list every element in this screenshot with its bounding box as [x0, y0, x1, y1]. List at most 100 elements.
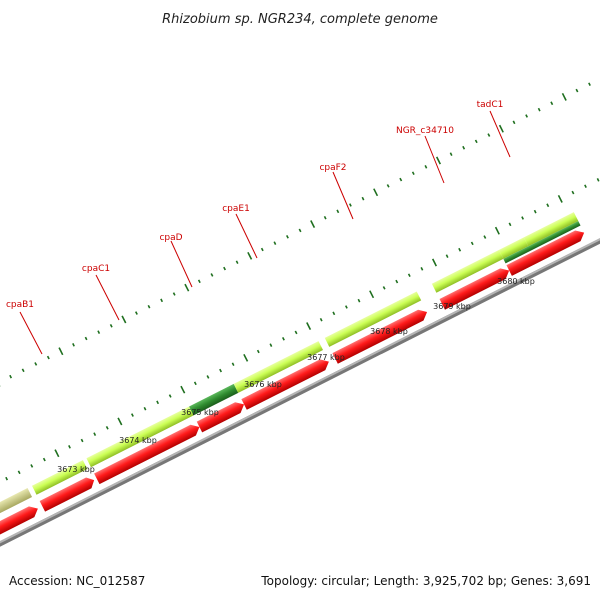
minor-tick: [219, 368, 223, 373]
scale-tick-label: 3677 kbp: [307, 353, 345, 362]
minor-tick: [17, 470, 21, 475]
gene-arrow[interactable]: [241, 356, 331, 410]
gene-arrow[interactable]: [439, 265, 512, 310]
minor-tick: [143, 406, 147, 411]
gene-label[interactable]: cpaC1: [82, 264, 110, 274]
minor-tick: [193, 381, 197, 386]
minor-tick: [168, 394, 172, 398]
minor-tick: [382, 286, 386, 290]
gene-label[interactable]: cpaF2: [319, 163, 346, 173]
outer-tick-row: [0, 82, 591, 387]
cds-feature[interactable]: [31, 460, 88, 495]
callout-line: [19, 311, 43, 355]
minor-tick: [474, 139, 478, 144]
scale-tick-label: 3679 kbp: [433, 302, 471, 311]
minor-tick: [298, 228, 302, 233]
gene-arrow[interactable]: [196, 399, 247, 433]
minor-tick: [80, 438, 84, 443]
minor-tick: [30, 464, 34, 468]
minor-tick: [156, 400, 160, 405]
minor-tick: [584, 184, 587, 188]
cds-feature[interactable]: [523, 212, 579, 247]
major-tick: [369, 290, 375, 299]
minor-tick: [533, 209, 537, 214]
gene-label[interactable]: NGR_c34710: [396, 126, 454, 136]
scale-labels: 3673 kbp 3674 kbp 3675 kbp 3676 kbp 3677…: [57, 277, 535, 474]
gene-arrow[interactable]: [0, 503, 41, 547]
minor-tick: [508, 222, 512, 227]
cds-feature-highlight[interactable]: [189, 383, 239, 416]
minor-tick: [105, 426, 109, 430]
minor-tick: [546, 203, 550, 208]
major-tick: [494, 226, 500, 235]
minor-tick: [424, 165, 428, 169]
minor-tick: [223, 266, 227, 271]
gene-arrow[interactable]: [332, 307, 429, 364]
minor-tick: [357, 298, 361, 303]
minor-tick: [420, 267, 424, 271]
cds-feature[interactable]: [498, 237, 529, 259]
gene-arrow[interactable]: [39, 475, 97, 512]
major-tick: [561, 92, 567, 101]
callout-line: [424, 135, 445, 184]
gene-arrow[interactable]: [94, 422, 202, 485]
gene-arrow[interactable]: [506, 227, 586, 276]
minor-tick: [537, 107, 541, 112]
cds-feature[interactable]: [324, 291, 422, 347]
cds-feature[interactable]: [0, 488, 33, 530]
minor-tick: [525, 114, 529, 118]
gene-labels: cpaB1 cpaC1 cpaD cpaE1 cpaF2 NGR_c34710 …: [6, 100, 511, 355]
cds-feature[interactable]: [233, 341, 324, 393]
minor-tick: [269, 343, 273, 347]
major-tick: [247, 251, 253, 260]
cds-feature[interactable]: [86, 406, 194, 468]
minor-tick: [399, 177, 403, 182]
minor-tick: [84, 336, 88, 341]
cds-feature-highlight[interactable]: [503, 221, 581, 264]
minor-tick: [449, 152, 453, 156]
minor-tick: [483, 235, 487, 239]
minor-tick: [273, 241, 277, 245]
minor-tick: [9, 374, 13, 379]
major-tick: [184, 283, 190, 292]
minor-tick: [575, 88, 579, 93]
minor-tick: [470, 241, 474, 246]
genome-summary-text: Topology: circular; Length: 3,925,702 bp…: [260, 574, 591, 588]
scale-tick-label: 3675 kbp: [181, 408, 219, 417]
minor-tick: [5, 476, 9, 481]
minor-tick: [458, 247, 462, 252]
minor-tick: [68, 445, 71, 449]
minor-tick: [462, 145, 466, 150]
cds-feature[interactable]: [431, 249, 504, 293]
minor-tick: [386, 184, 390, 188]
minor-tick: [361, 196, 365, 201]
major-tick: [306, 322, 312, 330]
minor-tick: [319, 317, 323, 322]
accession-text: Accession: NC_012587: [9, 574, 145, 588]
gene-label[interactable]: cpaB1: [6, 300, 34, 310]
callout-line: [95, 274, 120, 321]
minor-tick: [294, 330, 298, 335]
minor-tick: [160, 298, 164, 303]
minor-tick: [323, 215, 327, 220]
gene-label[interactable]: cpaD: [159, 233, 182, 243]
gene-label[interactable]: tadC1: [477, 100, 504, 110]
minor-tick: [21, 368, 25, 373]
scale-tick-label: 3673 kbp: [57, 465, 95, 474]
major-tick: [58, 347, 64, 356]
major-tick: [498, 124, 504, 133]
minor-tick: [348, 203, 352, 207]
feature-track: [0, 212, 586, 547]
minor-tick: [588, 82, 591, 86]
minor-tick: [571, 190, 575, 195]
minor-tick: [336, 209, 340, 214]
minor-tick: [344, 305, 348, 309]
minor-tick: [285, 235, 289, 239]
minor-tick: [521, 216, 525, 220]
minor-tick: [231, 362, 235, 366]
gene-label[interactable]: cpaE1: [222, 204, 250, 214]
major-tick: [54, 449, 60, 458]
major-tick: [557, 194, 563, 203]
scale-tick-label: 3676 kbp: [244, 380, 282, 389]
minor-tick: [134, 311, 138, 315]
